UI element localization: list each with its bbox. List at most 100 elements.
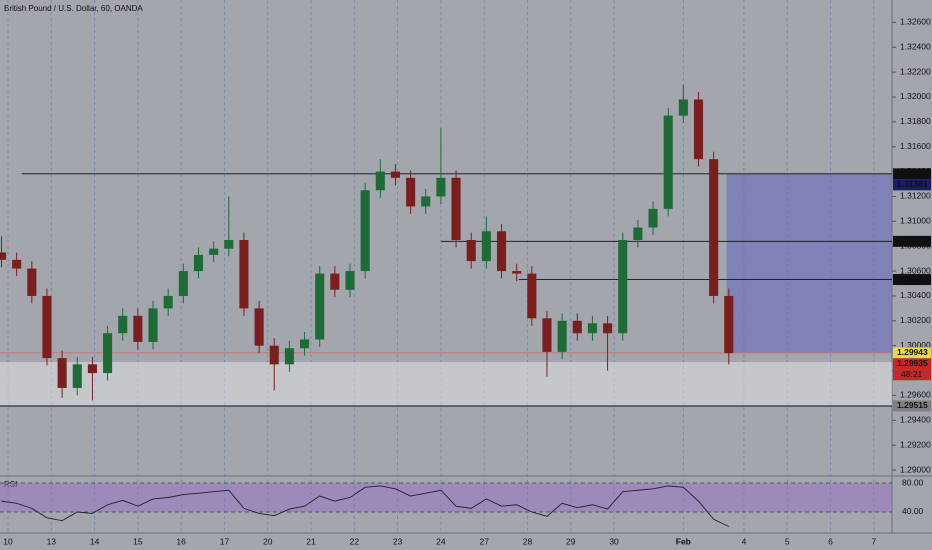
x-tick-label: 13 <box>47 536 57 546</box>
price-label-text: 1.29935 <box>897 358 928 368</box>
x-tick-label: 15 <box>133 536 143 546</box>
candle-body <box>678 99 688 116</box>
y-tick-label: 1.32400 <box>900 42 931 52</box>
candle-body <box>527 273 537 319</box>
price-label-text: 1.31381 <box>897 179 928 189</box>
x-tick-label: 17 <box>220 536 230 546</box>
candle-body <box>603 323 613 334</box>
x-tick-label: 23 <box>393 536 403 546</box>
x-tick-label: Feb <box>676 536 691 546</box>
candle-body <box>254 308 264 346</box>
candle-body <box>633 227 643 240</box>
candle-body <box>618 239 628 334</box>
price-label-text: 1.30839 <box>897 236 928 246</box>
y-tick-label: 1.32600 <box>900 17 931 27</box>
candle-body <box>0 252 7 260</box>
y-tick-label: 1.30000 <box>900 340 931 350</box>
y-tick-label: 1.29000 <box>900 464 931 474</box>
zone <box>0 362 892 406</box>
candle-body <box>648 208 658 228</box>
y-tick-label: 1.29200 <box>900 439 931 449</box>
price-label-text: 1.29515 <box>897 400 928 410</box>
y-tick-label: 1.30600 <box>900 265 931 275</box>
y-tick-label: 1.32000 <box>900 91 931 101</box>
candle-body <box>406 177 416 207</box>
candle-body <box>133 315 143 342</box>
candle-body <box>345 271 355 290</box>
x-tick-label: 29 <box>566 536 576 546</box>
candle-body <box>512 271 522 274</box>
candle-body <box>269 345 279 365</box>
candle-body <box>12 259 22 269</box>
x-tick-label: 7 <box>871 536 876 546</box>
candle-body <box>224 239 234 249</box>
x-tick-label: 27 <box>479 536 489 546</box>
chart-title: British Pound / U.S. Dollar, 60, OANDA <box>4 4 143 13</box>
y-tick-label: 1.29400 <box>900 415 931 425</box>
countdown-box <box>893 369 931 381</box>
candle-body <box>87 364 97 374</box>
candle-body <box>42 295 52 359</box>
candle-body <box>557 320 567 352</box>
candle-body <box>239 239 249 309</box>
y-tick-label: 1.32200 <box>900 66 931 76</box>
price-label-text: 1.31382 <box>897 168 928 178</box>
candle-body <box>587 323 597 334</box>
x-tick-label: 6 <box>828 536 833 546</box>
candle-body <box>330 273 340 290</box>
countdown: 48:21 <box>901 369 923 379</box>
candle-body <box>57 358 67 388</box>
candle-body <box>148 308 158 342</box>
y-tick-label: 40.00 <box>902 506 924 516</box>
candle-body <box>709 159 719 296</box>
candle-body <box>724 295 734 354</box>
price-label-text: 1.30532 <box>897 274 928 284</box>
x-tick-label: 10 <box>3 536 13 546</box>
candle-body <box>481 231 491 262</box>
price-label <box>893 168 931 180</box>
price-label <box>893 347 931 359</box>
x-tick-label: 30 <box>609 536 619 546</box>
x-tick-label: 28 <box>523 536 533 546</box>
x-tick-label: 21 <box>306 536 316 546</box>
candle-body <box>542 318 552 352</box>
y-tick-label: 1.31200 <box>900 191 931 201</box>
y-tick-label: 80.00 <box>902 477 924 487</box>
candle-body <box>118 315 128 334</box>
y-tick-label: 1.31800 <box>900 116 931 126</box>
price-label <box>893 179 931 191</box>
x-tick-label: 22 <box>350 536 360 546</box>
candle-body <box>27 268 37 296</box>
candle-body <box>436 177 446 197</box>
candle-body <box>300 339 310 349</box>
price-label <box>893 400 931 412</box>
y-tick-label: 1.31000 <box>900 216 931 226</box>
price-label <box>893 358 931 370</box>
x-tick-label: 20 <box>263 536 273 546</box>
price-label-text: 1.29943 <box>897 347 928 357</box>
candle-body <box>421 196 431 207</box>
y-tick-label: 1.31600 <box>900 141 931 151</box>
candle-body <box>451 177 461 240</box>
zone <box>726 173 892 353</box>
candle-body <box>193 254 204 272</box>
candle-body <box>178 271 188 296</box>
candle-body <box>572 320 582 334</box>
candle-body <box>72 364 82 388</box>
candle-body <box>496 231 507 272</box>
candle-body <box>209 248 219 255</box>
x-tick-label: 16 <box>176 536 186 546</box>
candle-body <box>375 171 385 191</box>
x-tick-label: 24 <box>436 536 446 546</box>
candle-body <box>693 99 704 160</box>
x-tick-label: 5 <box>785 536 790 546</box>
rsi-line <box>1 485 729 527</box>
candle-body <box>284 348 294 365</box>
x-tick-label: 14 <box>90 536 100 546</box>
candle-body <box>663 115 673 209</box>
price-label <box>893 274 931 286</box>
y-tick-label: 1.29600 <box>900 390 931 400</box>
candle-body <box>163 295 173 309</box>
